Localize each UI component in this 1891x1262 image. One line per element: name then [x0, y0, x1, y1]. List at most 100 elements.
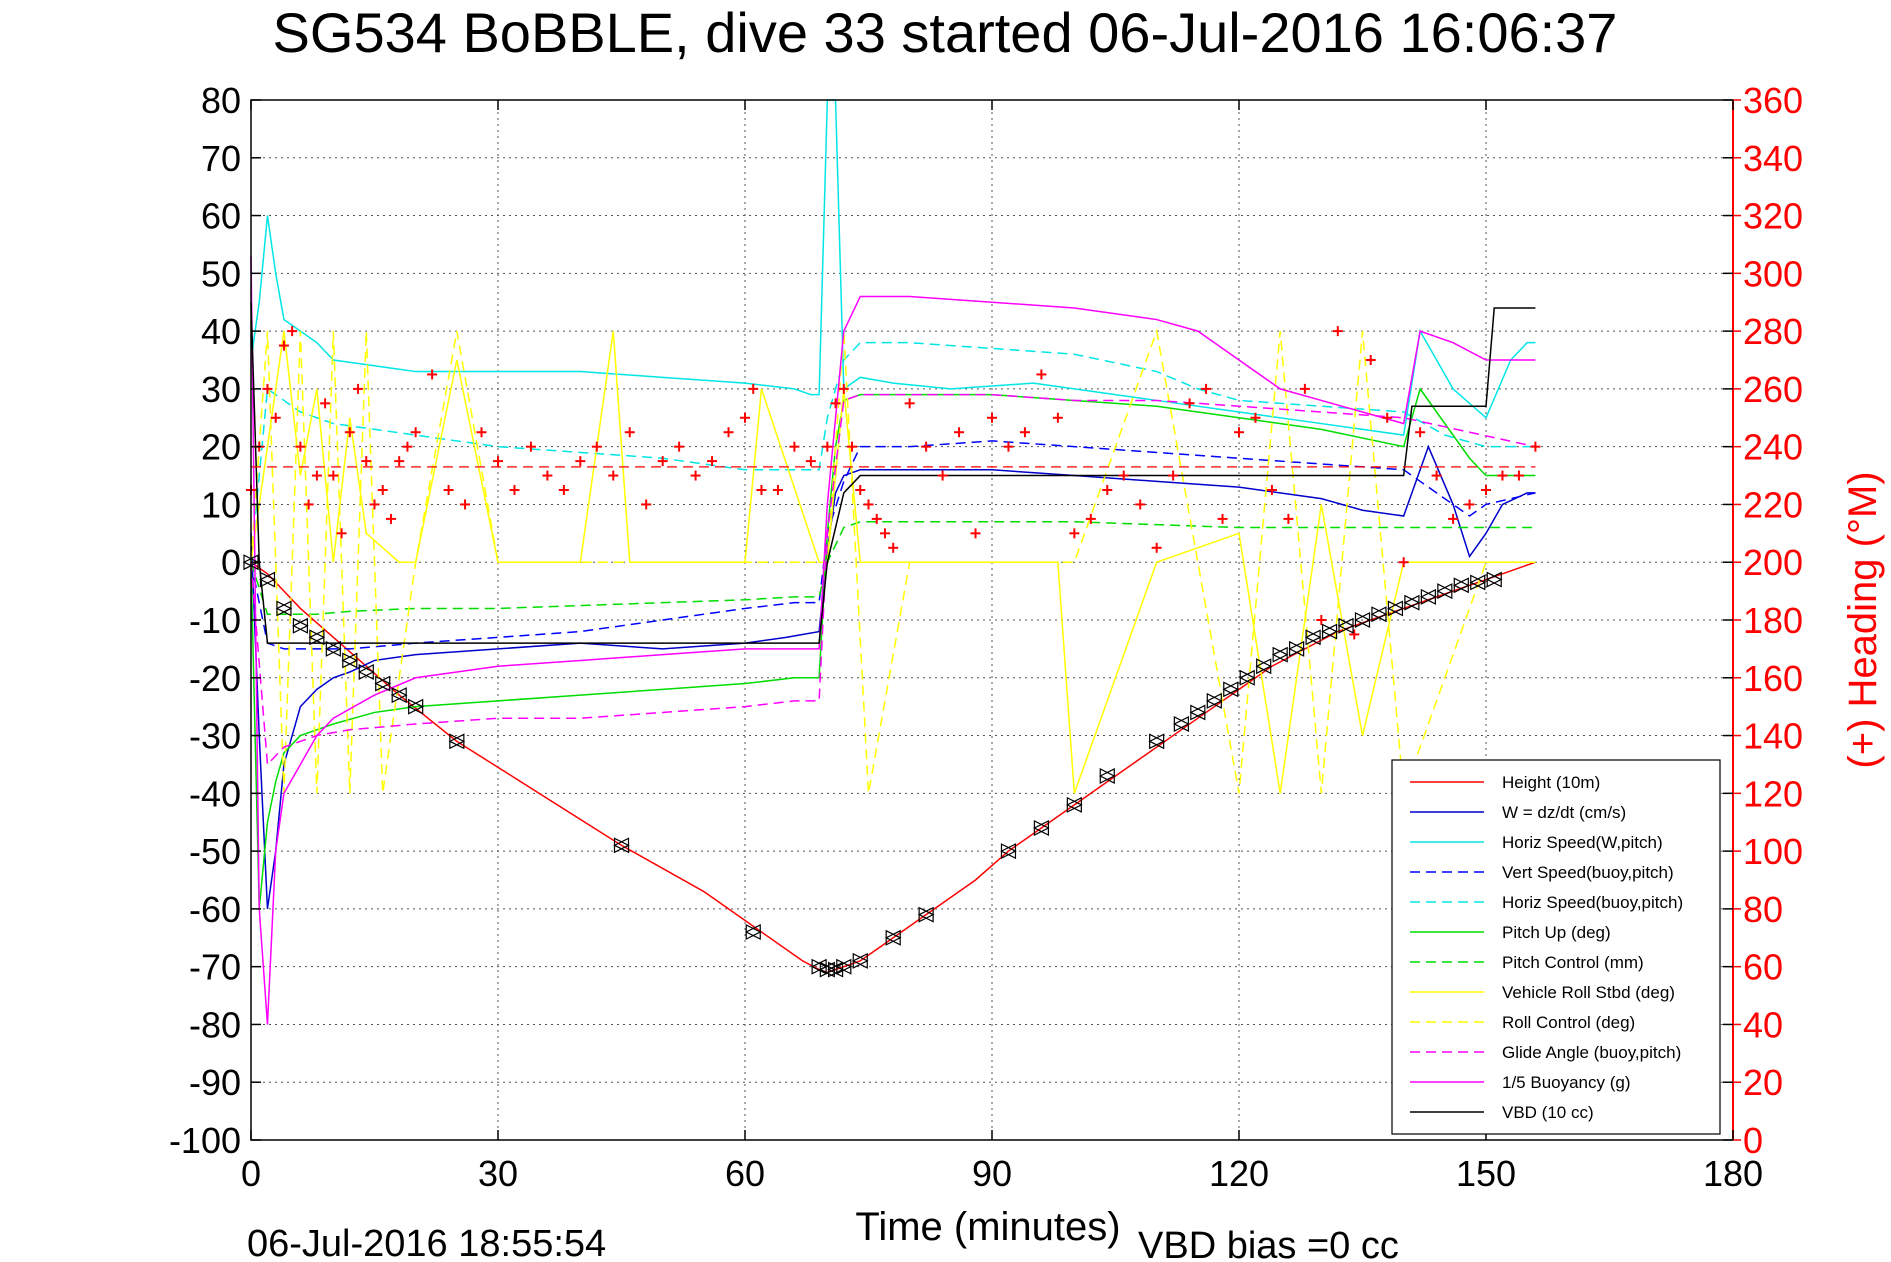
y-right-tick-label: 140: [1743, 716, 1803, 757]
y-right-tick-label: 60: [1743, 947, 1783, 988]
sample-marker: [1222, 681, 1240, 698]
heading-point: [1299, 383, 1310, 394]
sample-marker: [1000, 843, 1017, 860]
x-tick-label: 30: [478, 1153, 518, 1194]
sample-marker-left: [1354, 612, 1371, 628]
heading-point: [1250, 412, 1261, 423]
heading-point: [1217, 513, 1228, 524]
series-line: [250, 331, 1536, 794]
sample-marker-left: [308, 629, 325, 646]
y-tick-label: -20: [189, 658, 241, 699]
x-tick-label: 180: [1703, 1153, 1763, 1194]
heading-point: [311, 470, 322, 481]
sample-marker-left: [341, 652, 358, 669]
y-tick-label: -40: [189, 773, 241, 814]
heading-point: [888, 542, 899, 553]
sample-marker: [884, 929, 902, 946]
series-line: [250, 393, 1536, 767]
heading-point: [476, 427, 487, 438]
series-layer: [242, 99, 1541, 1025]
heading-point: [748, 383, 759, 394]
sample-marker: [1321, 623, 1338, 640]
legend-label: Pitch Up (deg): [1502, 923, 1611, 942]
sample-marker: [917, 906, 935, 923]
heading-point: [805, 456, 816, 467]
heading-point: [278, 340, 289, 351]
sample-marker-left: [1321, 623, 1338, 640]
sample-marker-left: [259, 571, 276, 588]
heading-point: [830, 398, 841, 409]
heading-point: [1168, 470, 1179, 481]
y-right-tick-label: 180: [1743, 600, 1803, 641]
sample-marker: [1469, 574, 1487, 591]
y-tick-label: 0: [221, 542, 241, 583]
heading-point: [657, 456, 668, 467]
heading-point: [385, 513, 396, 524]
sample-marker: [275, 600, 293, 617]
heading-point: [608, 470, 619, 481]
heading-point: [394, 456, 405, 467]
legend-label: Glide Angle (buoy,pitch): [1502, 1043, 1681, 1062]
sample-marker-left: [1189, 704, 1206, 721]
heading-point: [1316, 615, 1327, 625]
y-axis-right: 3603403203002802602402202001801601401201…: [1733, 80, 1803, 1161]
heading-point: [1464, 499, 1475, 510]
heading-point: [1266, 485, 1277, 495]
y-right-tick-label: 100: [1743, 831, 1803, 872]
heading-point: [1283, 513, 1294, 524]
sample-marker-left: [324, 640, 341, 657]
legend-label: Roll Control (deg): [1502, 1013, 1635, 1032]
y-tick-label: -70: [189, 947, 241, 988]
legend-box: [1391, 759, 1721, 1135]
heading-point: [723, 427, 734, 438]
heading-point: [509, 485, 520, 495]
heading-point: [855, 485, 866, 495]
sample-marker-left: [818, 961, 835, 978]
heading-point: [1019, 427, 1030, 438]
heading-point: [427, 369, 438, 380]
sample-marker-right: [276, 600, 293, 617]
heading-point: [336, 528, 347, 539]
sample-marker-left: [1255, 658, 1272, 675]
sample-marker: [613, 837, 630, 854]
heading-point: [402, 441, 413, 452]
sample-marker-left: [390, 687, 407, 704]
heading-point: [493, 456, 503, 467]
sample-marker-left: [1205, 692, 1222, 709]
heading-point: [303, 499, 314, 510]
heading-point: [410, 427, 421, 438]
heading-point: [1431, 470, 1442, 481]
sample-marker: [1255, 658, 1273, 675]
x-axis: 0 30 60 90 120 150 180: [241, 100, 1763, 1194]
sample-marker: [308, 629, 326, 646]
y-tick-label: 50: [201, 253, 241, 294]
sample-marker: [835, 958, 853, 975]
y-right-tick-label: 20: [1743, 1062, 1783, 1103]
heading-point: [1332, 326, 1343, 337]
sample-marker-left: [1222, 681, 1239, 698]
series-line: [250, 521, 1536, 615]
heading-point: [1530, 441, 1541, 452]
heading-point: [624, 427, 635, 438]
legend-label: VBD (10 cc): [1502, 1103, 1594, 1122]
y-right-tick-label: 260: [1743, 369, 1803, 410]
sample-marker: [1238, 669, 1256, 686]
sample-marker: [448, 733, 466, 750]
sample-marker-left: [1098, 768, 1115, 784]
sample-marker-left: [1420, 588, 1436, 605]
legend-label: Horiz Speed(W,pitch): [1502, 833, 1663, 852]
heading-point: [1382, 412, 1393, 423]
heading-point: [353, 383, 364, 394]
legend: Height (10m) W = dz/dt (cm/s) Horiz Speed(…: [1391, 759, 1721, 1135]
heading-point: [1069, 528, 1080, 539]
heading-point: [1234, 427, 1244, 438]
y-right-tick-label: 340: [1743, 138, 1803, 179]
heading-point: [270, 412, 281, 423]
sample-marker-left: [448, 733, 465, 750]
y-right-tick-label: 280: [1743, 311, 1803, 352]
sample-marker-left: [613, 837, 630, 854]
sample-marker: [1033, 820, 1050, 836]
y-tick-label: -100: [169, 1120, 241, 1161]
sample-marker-left: [1387, 600, 1404, 617]
